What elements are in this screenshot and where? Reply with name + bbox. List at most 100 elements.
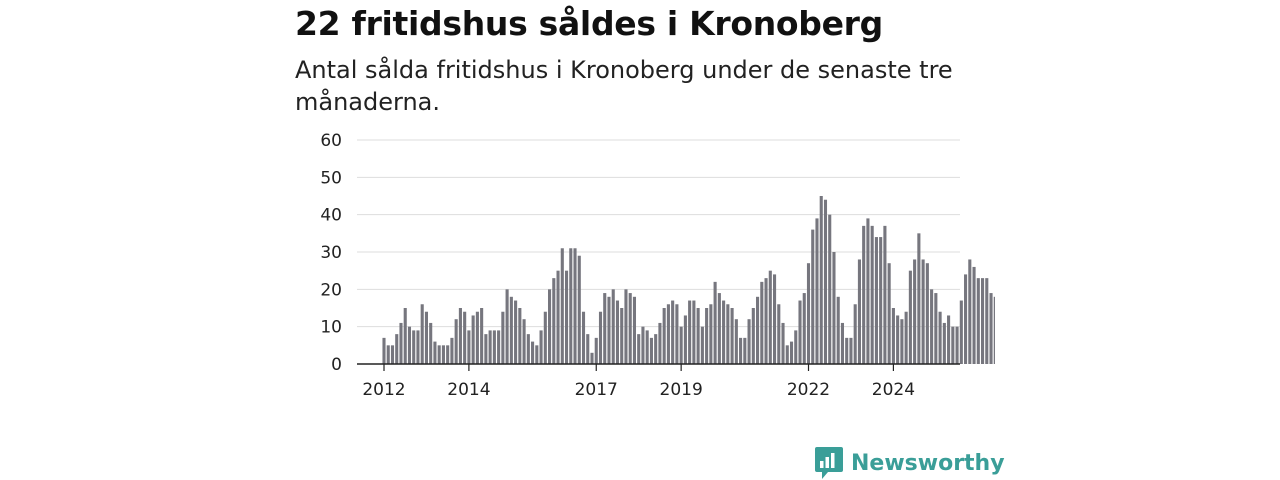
bar	[480, 308, 484, 364]
bar	[590, 352, 594, 364]
bar	[900, 319, 904, 364]
bar	[993, 296, 995, 364]
bar	[700, 326, 704, 364]
bar	[437, 345, 441, 364]
bar	[666, 304, 670, 364]
bar	[938, 311, 942, 364]
bar	[535, 345, 539, 364]
bar	[726, 304, 730, 364]
bar	[722, 300, 726, 364]
bar	[658, 322, 662, 364]
bar	[772, 274, 777, 364]
x-tick-label: 2022	[787, 380, 830, 400]
bar	[526, 334, 530, 364]
bar	[424, 311, 428, 364]
bar	[853, 304, 857, 364]
bar	[569, 248, 573, 364]
bar	[603, 293, 607, 364]
bar	[739, 337, 743, 364]
brand-name: Newsworthy	[851, 450, 1005, 476]
bar	[416, 330, 420, 364]
bar	[798, 300, 802, 364]
chart-subtitle: Antal sålda fritidshus i Kronoberg under…	[295, 56, 953, 116]
bar	[467, 330, 471, 364]
bar	[390, 345, 395, 364]
y-tick-label: 10	[320, 318, 342, 338]
bar	[921, 259, 925, 364]
bar	[552, 278, 556, 364]
bar	[777, 304, 781, 364]
chart-title: 22 fritidshus såldes i Kronoberg	[295, 4, 883, 43]
bar	[972, 266, 976, 364]
bar	[403, 308, 407, 364]
bar	[458, 308, 462, 364]
bar	[709, 304, 713, 364]
bar	[751, 308, 755, 364]
bar	[828, 214, 832, 364]
bar	[548, 289, 552, 364]
newsworthy-logo-icon	[815, 447, 843, 479]
x-tick-label: 2014	[447, 380, 490, 400]
bar	[560, 248, 564, 364]
bar	[781, 322, 785, 364]
bar	[692, 300, 696, 364]
bar	[951, 326, 955, 364]
bar	[908, 270, 912, 364]
x-tick-label: 2012	[362, 380, 405, 400]
bar	[845, 337, 849, 364]
bar	[811, 229, 815, 364]
bar	[607, 296, 611, 364]
bar	[514, 300, 518, 364]
bar	[399, 322, 403, 364]
bar	[641, 326, 645, 364]
chart-card: 22 fritidshus såldes i Kronoberg Antal s…	[295, 0, 1005, 480]
bar	[475, 311, 479, 364]
bar	[879, 237, 883, 364]
bar	[382, 337, 386, 364]
bar	[874, 237, 878, 364]
bar	[488, 330, 492, 364]
bar	[976, 278, 980, 364]
bar	[632, 296, 637, 364]
bar	[747, 319, 751, 364]
bar	[433, 341, 437, 364]
bar	[637, 334, 641, 364]
bar	[887, 263, 891, 364]
bar	[785, 345, 789, 364]
bar	[509, 296, 513, 364]
bar	[671, 300, 675, 364]
bar	[446, 345, 450, 364]
bar	[942, 322, 946, 364]
bar	[497, 330, 501, 364]
y-tick-label: 50	[320, 168, 342, 188]
bar	[955, 326, 959, 364]
bar	[407, 326, 412, 364]
bar	[386, 345, 390, 364]
bar	[883, 225, 887, 364]
bar	[594, 337, 598, 364]
x-tick-label: 2024	[872, 380, 915, 400]
bar	[891, 308, 895, 364]
bar	[764, 278, 768, 364]
bar	[420, 304, 424, 364]
bar-chart: 010203040506020122014201720192022202422	[320, 131, 995, 400]
bar	[683, 315, 687, 364]
bar	[730, 308, 734, 364]
x-tick-label: 2017	[575, 380, 618, 400]
bar	[696, 308, 700, 364]
y-tick-label: 30	[320, 243, 342, 263]
bar	[857, 259, 861, 364]
bar	[806, 263, 811, 364]
bar	[985, 278, 989, 364]
bar	[794, 330, 798, 364]
bar	[531, 341, 535, 364]
bar	[840, 322, 845, 364]
bar	[581, 311, 586, 364]
bar	[522, 319, 526, 364]
bar	[484, 334, 488, 364]
bar	[768, 270, 772, 364]
bar	[463, 311, 467, 364]
bar	[412, 330, 416, 364]
bar	[654, 334, 658, 364]
bar	[615, 300, 620, 364]
